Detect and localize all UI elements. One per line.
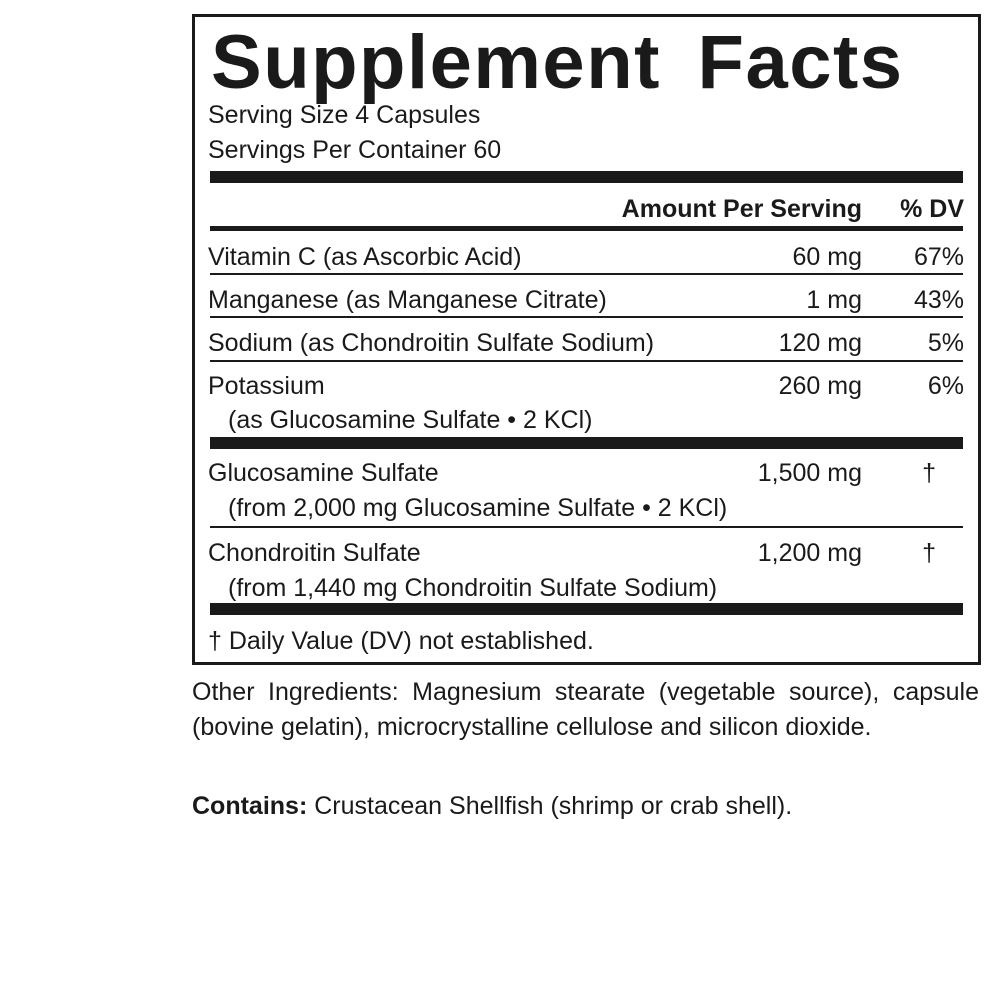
nutrient-dv: 67% [913, 243, 964, 271]
header-amount: Amount Per Serving [621, 195, 862, 223]
divider-thin [210, 360, 963, 362]
ingredient-source: (from 1,440 mg Chondroitin Sulfate Sodiu… [228, 574, 718, 602]
panel-title: Supplement Facts [211, 20, 904, 105]
servings-per-container: Servings Per Container 60 [208, 136, 502, 164]
ingredient-dv: † [922, 539, 936, 567]
nutrient-dv: 43% [913, 286, 964, 314]
nutrient-amount: 1 mg [806, 286, 862, 314]
divider-thick [210, 603, 963, 615]
nutrient-amount: 60 mg [792, 243, 862, 271]
other-ingredients: Other Ingredients: Magnesium stearate (v… [192, 678, 979, 741]
divider-medium [210, 226, 963, 231]
nutrient-amount: 260 mg [778, 372, 862, 400]
divider-thin [210, 526, 963, 528]
allergen-statement: Contains: Crustacean Shellfish (shrimp o… [192, 789, 979, 824]
ingredient-name: Glucosamine Sulfate [208, 459, 439, 487]
nutrient-source: (as Glucosamine Sulfate • 2 KCl) [228, 406, 593, 434]
divider-thick [210, 171, 963, 183]
contains-text: Crustacean Shellfish (shrimp or crab she… [307, 792, 793, 820]
nutrient-name: Sodium (as Chondroitin Sulfate Sodium) [208, 329, 655, 357]
nutrient-dv: 5% [927, 329, 964, 357]
ingredient-amount: 1,500 mg [757, 459, 862, 487]
header-dv: % DV [900, 195, 964, 223]
ingredient-source: (from 2,000 mg Glucosamine Sulfate • 2 K… [228, 494, 728, 522]
supplement-facts-panel: Supplement Facts Serving Size 4 Capsules… [192, 14, 981, 665]
nutrient-name: Manganese (as Manganese Citrate) [208, 286, 607, 314]
ingredient-dv: † [922, 459, 936, 487]
divider-thin [210, 316, 963, 318]
nutrient-dv: 6% [927, 372, 964, 400]
ingredient-name: Chondroitin Sulfate [208, 539, 421, 567]
divider-thin [210, 273, 963, 275]
nutrient-name: Vitamin C (as Ascorbic Acid) [208, 243, 522, 271]
ingredient-amount: 1,200 mg [757, 539, 862, 567]
nutrient-name: Potassium [208, 372, 325, 400]
contains-label: Contains: [192, 792, 308, 820]
footnote: † Daily Value (DV) not established. [208, 627, 594, 655]
divider-thick [210, 437, 963, 449]
nutrient-amount: 120 mg [778, 329, 862, 357]
serving-size: Serving Size 4 Capsules [208, 101, 481, 129]
